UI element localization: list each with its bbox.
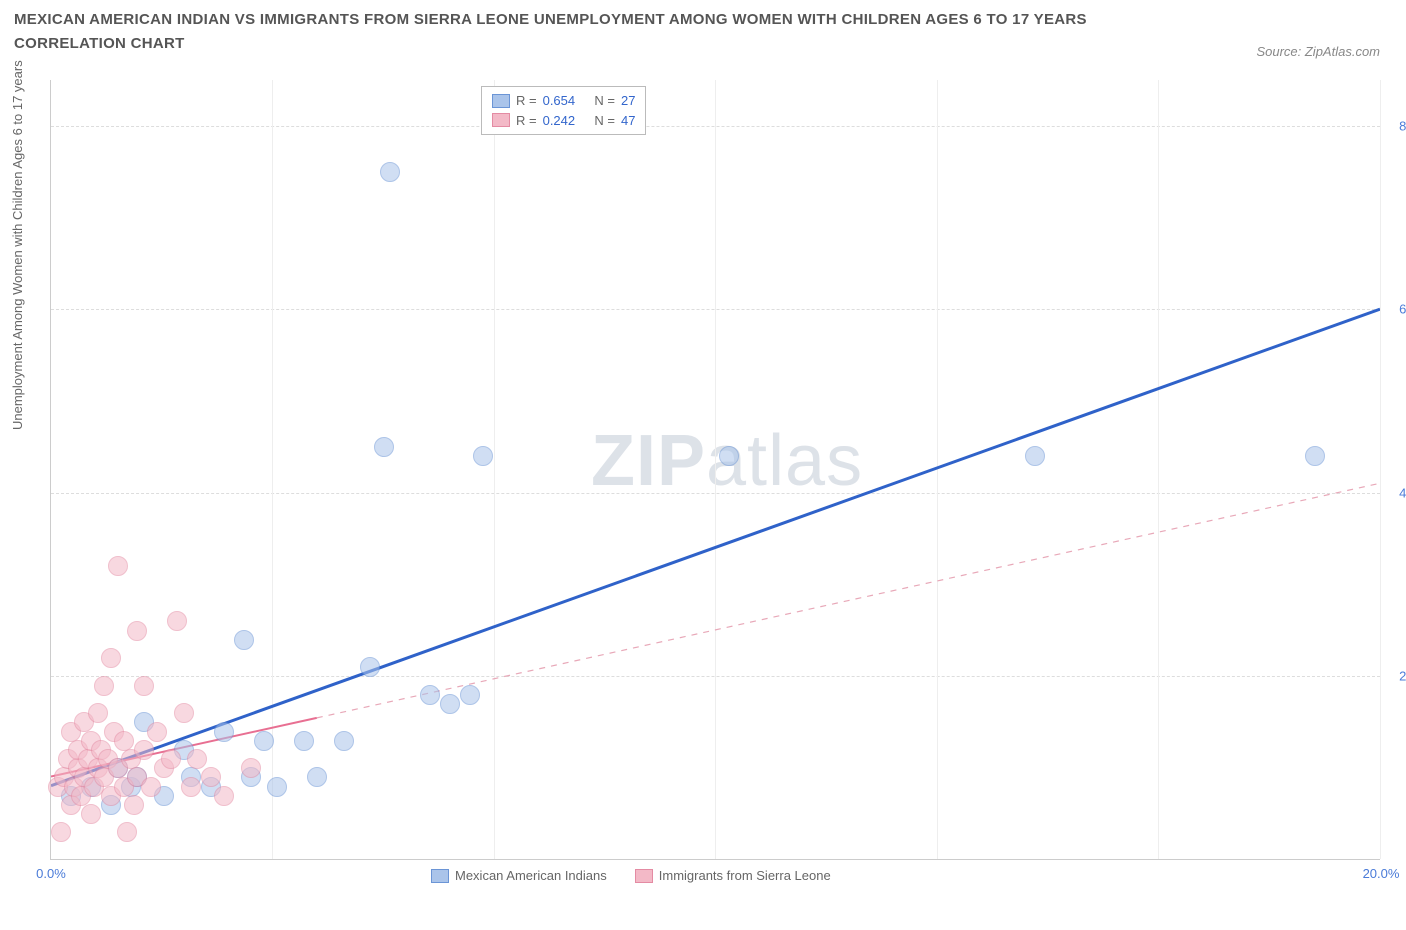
gridline-v (1380, 80, 1381, 859)
n-value-0: 27 (621, 91, 635, 111)
data-point (181, 777, 201, 797)
data-point (380, 162, 400, 182)
n-label: N = (594, 111, 615, 131)
correlation-legend: R = 0.654 N = 27 R = 0.242 N = 47 (481, 86, 646, 135)
legend-item-0: Mexican American Indians (431, 868, 607, 883)
data-point (167, 611, 187, 631)
data-point (460, 685, 480, 705)
data-point (114, 731, 134, 751)
data-point (254, 731, 274, 751)
legend-item-1: Immigrants from Sierra Leone (635, 868, 831, 883)
data-point (174, 703, 194, 723)
chart-title: MEXICAN AMERICAN INDIAN VS IMMIGRANTS FR… (14, 8, 1114, 56)
data-point (1305, 446, 1325, 466)
x-tick-label: 0.0% (36, 866, 66, 881)
legend-row-series-1: R = 0.242 N = 47 (492, 111, 635, 131)
data-point (294, 731, 314, 751)
swatch-series-0b (431, 869, 449, 883)
data-point (267, 777, 287, 797)
y-tick-label: 20.0% (1399, 669, 1406, 684)
y-tick-label: 40.0% (1399, 485, 1406, 500)
data-point (187, 749, 207, 769)
data-point (374, 437, 394, 457)
gridline-v (937, 80, 938, 859)
gridline-v (715, 80, 716, 859)
data-point (127, 621, 147, 641)
data-point (214, 722, 234, 742)
y-tick-label: 60.0% (1399, 302, 1406, 317)
swatch-series-0 (492, 94, 510, 108)
data-point (241, 758, 261, 778)
data-point (124, 795, 144, 815)
series-name-1: Immigrants from Sierra Leone (659, 868, 831, 883)
data-point (81, 804, 101, 824)
data-point (1025, 446, 1045, 466)
data-point (147, 722, 167, 742)
data-point (420, 685, 440, 705)
data-point (234, 630, 254, 650)
y-tick-label: 80.0% (1399, 118, 1406, 133)
y-axis-label: Unemployment Among Women with Children A… (10, 60, 25, 430)
data-point (214, 786, 234, 806)
data-point (473, 446, 493, 466)
data-point (307, 767, 327, 787)
legend-row-series-0: R = 0.654 N = 27 (492, 91, 635, 111)
r-value-1: 0.242 (543, 111, 576, 131)
data-point (117, 822, 137, 842)
x-tick-label: 20.0% (1363, 866, 1400, 881)
n-label: N = (594, 91, 615, 111)
data-point (134, 740, 154, 760)
gridline-v (494, 80, 495, 859)
data-point (360, 657, 380, 677)
data-point (141, 777, 161, 797)
scatter-chart: ZIPatlas 20.0%40.0%60.0%80.0%0.0%20.0% R… (50, 80, 1380, 860)
data-point (161, 749, 181, 769)
data-point (201, 767, 221, 787)
swatch-series-1b (635, 869, 653, 883)
series-legend: Mexican American Indians Immigrants from… (431, 868, 831, 883)
data-point (134, 676, 154, 696)
data-point (94, 676, 114, 696)
series-name-0: Mexican American Indians (455, 868, 607, 883)
r-label: R = (516, 91, 537, 111)
gridline-v (1158, 80, 1159, 859)
trend-line-dashed (317, 483, 1380, 718)
r-label: R = (516, 111, 537, 131)
data-point (719, 446, 739, 466)
data-point (51, 822, 71, 842)
data-point (108, 556, 128, 576)
swatch-series-1 (492, 113, 510, 127)
data-point (88, 703, 108, 723)
source-attribution: Source: ZipAtlas.com (1256, 44, 1380, 59)
r-value-0: 0.654 (543, 91, 576, 111)
data-point (334, 731, 354, 751)
data-point (101, 648, 121, 668)
data-point (440, 694, 460, 714)
n-value-1: 47 (621, 111, 635, 131)
